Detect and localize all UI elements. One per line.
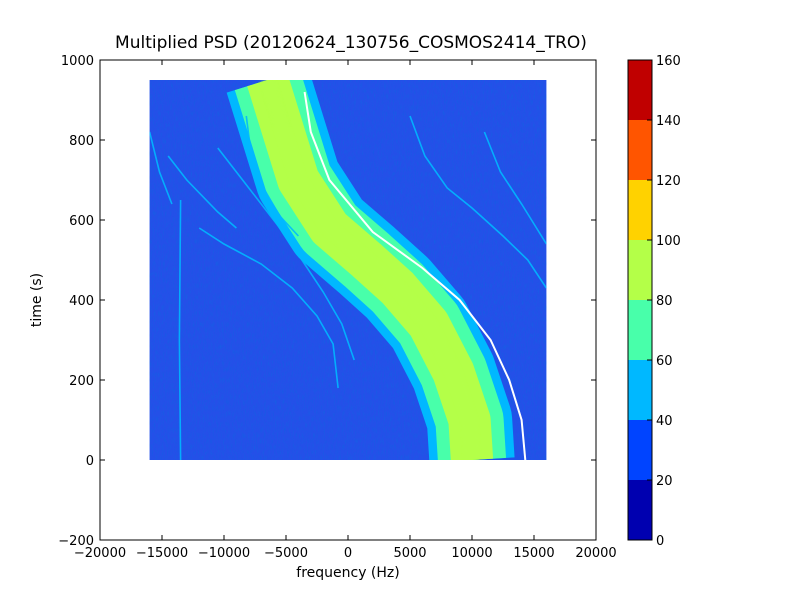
faint-trace-6 (409, 115, 547, 289)
colorbar-tick-label: 20 (656, 474, 673, 489)
faint-trace-7 (483, 131, 547, 245)
colorbar-tick-label: 100 (656, 234, 681, 249)
colorbar-segment (628, 420, 652, 480)
x-tick-label: −5000 (264, 546, 308, 561)
y-tick-label: 200 (69, 374, 94, 389)
y-tick-label: 400 (69, 294, 94, 309)
y-tick-label: 800 (69, 134, 94, 149)
colorbar-segment (628, 240, 652, 300)
x-tick-label: 20000 (575, 546, 616, 561)
colorbar-tick-label: 120 (656, 174, 681, 189)
colorbar-segment (628, 480, 652, 540)
chart-title: Multiplied PSD (20120624_130756_COSMOS24… (115, 33, 587, 53)
y-tick-label: 600 (69, 214, 94, 229)
faint-trace-1 (149, 131, 173, 205)
colorbar (628, 60, 652, 540)
colorbar-tick-label: 160 (656, 54, 681, 69)
colorbar-segment (628, 360, 652, 420)
faint-trace-8 (178, 199, 182, 460)
x-tick-label: 15000 (513, 546, 554, 561)
x-tick-label: 10000 (451, 546, 492, 561)
x-tick-label: 0 (344, 546, 352, 561)
faint-trace-5 (245, 115, 299, 237)
y-tick-label: 1000 (61, 54, 94, 69)
colorbar-tick-label: 140 (656, 114, 681, 129)
colorbar-tick-label: 80 (656, 294, 673, 309)
y-tick-label: −200 (58, 534, 94, 549)
colorbar-ticks: 0 20 40 60 80 100 120 140 160 (647, 54, 681, 549)
x-tick-label: −20000 (74, 546, 126, 561)
x-axis-label: frequency (Hz) (296, 565, 399, 581)
colorbar-segment (628, 180, 652, 240)
colorbar-segment (628, 300, 652, 360)
x-tick-label: −15000 (136, 546, 188, 561)
y-tick-label: 0 (86, 454, 94, 469)
heatmap-layer (149, 80, 547, 460)
y-axis-ticks: −200 0 200 400 600 800 1000 (58, 54, 596, 549)
y-axis-label: time (s) (29, 273, 45, 327)
faint-trace-4 (217, 147, 355, 361)
main-band-layer-3 (260, 80, 480, 460)
faint-trace-2 (167, 155, 237, 229)
x-tick-label: −10000 (198, 546, 250, 561)
x-axis-ticks: −20000 −15000 −10000 −5000 0 5000 10000 15000 20… (74, 60, 617, 561)
colorbar-segment (628, 60, 652, 120)
colorbar-tick-label: 0 (656, 534, 664, 549)
colorbar-segment (628, 120, 652, 180)
colorbar-tick-label: 60 (656, 354, 673, 369)
colorbar-tick-label: 40 (656, 414, 673, 429)
faint-trace-3 (198, 227, 339, 389)
x-tick-label: 5000 (393, 546, 426, 561)
bright-edge-trace (303, 91, 527, 460)
